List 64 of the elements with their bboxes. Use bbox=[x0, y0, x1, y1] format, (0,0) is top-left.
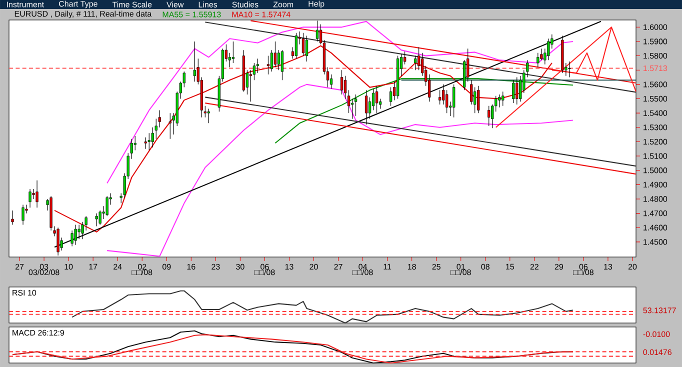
x2-tick-label: □□/08 bbox=[254, 269, 275, 276]
y-tick-label: 1.4800 bbox=[644, 196, 668, 202]
chart-title: MACD 26:12:9 bbox=[12, 330, 64, 336]
text: MA10 = 1.57474 bbox=[232, 12, 290, 18]
x-tick-label: 27 bbox=[334, 264, 342, 270]
x-tick-label: 13 bbox=[285, 264, 294, 270]
y-tick-label: 1.5000 bbox=[644, 168, 668, 174]
y-tick-label: 1.4700 bbox=[644, 210, 668, 216]
x-tick-label: 23 bbox=[212, 264, 220, 270]
x2-tick-label: □□/08 bbox=[450, 269, 471, 276]
x-tick-label: 11 bbox=[384, 264, 392, 270]
chart-title: EURUSD , Daily, # 111, Real-time data bbox=[14, 10, 152, 18]
x-tick-label: 16 bbox=[187, 264, 196, 270]
x2-tick-label: □□/08 bbox=[573, 269, 594, 276]
text: Instrument bbox=[7, 2, 44, 8]
y-tick-label: 1.6000 bbox=[644, 24, 668, 30]
x-tick-label: 18 bbox=[408, 264, 416, 270]
y-tick-label: 1.5600 bbox=[644, 82, 668, 88]
y-tick-label: 1.4500 bbox=[644, 239, 668, 245]
text: Chart Type bbox=[59, 0, 98, 8]
x-tick-label: 01 bbox=[456, 264, 465, 270]
y-tick-label: 1.5400 bbox=[644, 110, 668, 116]
text: MA55 = 1.55913 bbox=[162, 12, 221, 18]
y-tick-label: 1.5100 bbox=[644, 153, 668, 159]
x-tick-label: 27 bbox=[15, 264, 24, 270]
x-tick-label: 03 bbox=[40, 264, 48, 270]
x-tick-label: 06 bbox=[579, 264, 588, 270]
text: View bbox=[166, 2, 184, 8]
x-tick-label: 20 bbox=[628, 264, 637, 270]
text: 53.13177 bbox=[643, 308, 676, 314]
x-tick-label: 29 bbox=[554, 264, 564, 270]
y-tick-label: 1.5800 bbox=[644, 52, 668, 59]
x-tick-label: 25 bbox=[432, 264, 440, 270]
x-tick-label: 10 bbox=[64, 264, 73, 270]
x-tick-label: 13 bbox=[604, 264, 612, 270]
y-tick-label: 1.4600 bbox=[644, 224, 668, 230]
text: -0.0100 bbox=[643, 331, 670, 338]
x-tick-label: 24 bbox=[114, 264, 122, 270]
ref-line-label: 1.5713 bbox=[644, 65, 668, 72]
y-tick-label: 1.5200 bbox=[644, 138, 668, 145]
x2-tick-label: □□/08 bbox=[132, 269, 152, 276]
text: Lines bbox=[198, 2, 218, 8]
chart-title: RSI 10 bbox=[12, 290, 36, 296]
x-tick-label: 22 bbox=[530, 264, 538, 270]
x-tick-label: 20 bbox=[310, 264, 318, 270]
text: Studies bbox=[232, 2, 258, 8]
x-tick-label: 06 bbox=[260, 264, 269, 270]
x-tick-label: 04 bbox=[358, 264, 368, 270]
y-tick-label: 1.5900 bbox=[644, 38, 668, 44]
y-tick-label: 1.5500 bbox=[644, 96, 668, 102]
x2-tick-label: □□/08 bbox=[352, 269, 373, 276]
text: Zoom bbox=[273, 2, 294, 8]
x-tick-label: 30 bbox=[236, 264, 244, 270]
text: 0.01476 bbox=[643, 349, 672, 356]
y-tick-label: 1.5300 bbox=[644, 124, 668, 130]
x-tick-label: 17 bbox=[89, 264, 98, 270]
x-tick-label: 09 bbox=[162, 264, 171, 270]
x-tick-label: 15 bbox=[506, 264, 514, 270]
y-tick-label: 1.4900 bbox=[644, 182, 668, 188]
text: Time Scale bbox=[112, 2, 152, 8]
x-tick-label: 02 bbox=[138, 264, 146, 270]
text: Help bbox=[308, 0, 324, 8]
x2-tick-label: 03/02/08 bbox=[28, 269, 60, 276]
x-tick-label: 08 bbox=[481, 264, 490, 270]
